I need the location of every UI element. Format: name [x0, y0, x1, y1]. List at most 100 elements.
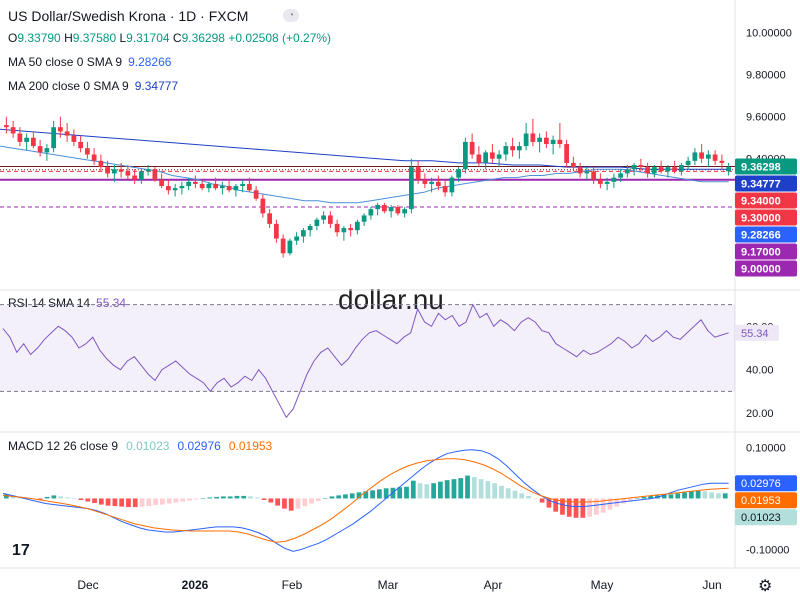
candle — [4, 125, 9, 128]
candle — [598, 179, 603, 184]
candle — [307, 225, 313, 231]
candle — [172, 188, 178, 191]
candle — [260, 198, 266, 214]
macd-histogram-bar — [268, 498, 274, 503]
candle — [719, 160, 725, 163]
ma200-line — [0, 128, 729, 170]
candle — [591, 171, 596, 180]
candle — [456, 169, 461, 178]
candle — [112, 169, 117, 174]
candle — [409, 167, 414, 210]
macd-histogram-bar — [560, 498, 565, 515]
candle — [429, 181, 434, 184]
macd-histogram-bar — [532, 498, 538, 499]
candle — [368, 209, 374, 216]
candle — [51, 127, 56, 149]
macd-histogram-bar — [465, 475, 470, 499]
candle — [64, 131, 70, 136]
candle — [348, 228, 353, 231]
candle — [247, 183, 252, 191]
macd-histogram-bar — [661, 494, 667, 499]
candle — [564, 144, 569, 163]
low-value: 9.31704 — [126, 31, 170, 45]
macd-histogram-bar — [573, 498, 579, 518]
macd-histogram-bar — [71, 498, 77, 499]
gear-icon[interactable]: ⚙ — [758, 578, 773, 595]
macd-legend[interactable]: MACD 12 26 close 9 0.01023 0.02976 0.01953 — [8, 439, 273, 453]
candle — [37, 146, 43, 153]
macd-histogram-bar — [234, 495, 240, 499]
candle — [118, 169, 124, 172]
macd-histogram-bar — [200, 498, 206, 499]
candle — [233, 186, 239, 191]
high-value: 9.37580 — [72, 31, 117, 45]
candle — [17, 133, 23, 142]
candle — [341, 228, 347, 233]
candle — [557, 139, 563, 144]
candle — [132, 175, 137, 180]
price-label-tag — [735, 226, 797, 243]
macd-histogram-bar — [261, 498, 267, 500]
macd-histogram-bar — [594, 498, 599, 515]
macd-histogram-bar — [505, 488, 511, 499]
macd-histogram-bar — [458, 478, 464, 499]
ohlc-readout: O9.33790 H9.37580 L9.31704 C9.36298 +0.0… — [8, 31, 332, 45]
candle — [58, 127, 63, 132]
candle — [422, 179, 428, 184]
time-axis-label: Feb — [282, 578, 303, 592]
ma50-legend[interactable]: MA 50 close 0 SMA 9 9.28266 — [8, 55, 172, 69]
price-label-tag — [735, 175, 797, 192]
signal-value: 0.01953 — [228, 439, 273, 453]
macd-value-label: 0.01953 — [741, 495, 781, 507]
candle — [402, 209, 407, 214]
candle — [469, 141, 475, 155]
ma200-legend[interactable]: MA 200 close 0 SMA 9 9.34777 — [8, 79, 179, 93]
time-axis-label: 2026 — [182, 578, 209, 592]
macd-histogram-bar — [221, 496, 226, 499]
macd-histogram-bar — [709, 492, 715, 499]
macd-histogram-bar — [356, 492, 362, 499]
macd-histogram-bar — [336, 495, 342, 499]
macd-histogram-bar — [119, 498, 125, 507]
candle — [645, 167, 650, 174]
candle — [571, 162, 576, 168]
macd-histogram-bar — [193, 498, 199, 500]
macd-histogram-bar — [580, 498, 586, 518]
candle — [517, 146, 522, 151]
macd-histogram-bar — [51, 495, 57, 499]
price-label: 9.28266 — [741, 229, 781, 241]
macd-value-tag — [735, 492, 797, 509]
candle — [706, 154, 711, 159]
price-label-tag — [735, 209, 797, 226]
change-value: +0.02508 (+0.27%) — [228, 31, 332, 45]
macd-histogram-bar — [444, 480, 450, 499]
macd-histogram-bar — [180, 498, 186, 502]
candle — [294, 236, 299, 241]
candle — [44, 148, 50, 153]
macd-histogram-bar — [92, 498, 97, 504]
price-label: 9.36298 — [741, 161, 781, 173]
macd-histogram-bar — [44, 496, 50, 499]
candle — [287, 240, 293, 254]
rsi-legend[interactable]: RSI 14 SMA 14 55.34 — [8, 296, 127, 310]
macd-histogram-bar — [566, 498, 572, 517]
candle — [280, 238, 286, 254]
macd-histogram-bar — [98, 498, 104, 505]
macd-histogram-bar — [512, 490, 518, 499]
macd-histogram-bar — [85, 498, 91, 502]
candle — [240, 183, 245, 187]
eye-icon[interactable]: ◔ — [283, 9, 299, 22]
price-label-tag — [735, 260, 797, 277]
signal-line — [2, 458, 729, 543]
price-tick-label: 9.60000 — [746, 112, 786, 124]
rsi-band — [0, 304, 735, 392]
candle — [24, 137, 29, 142]
candle — [685, 160, 691, 166]
price-label: 9.30000 — [741, 212, 781, 224]
candle — [584, 171, 590, 174]
macd-histogram-bar — [539, 498, 545, 503]
macd-histogram-bar — [431, 483, 437, 499]
tradingview-logo-icon[interactable]: 17 — [12, 542, 30, 559]
macd-histogram-bar — [668, 494, 674, 499]
